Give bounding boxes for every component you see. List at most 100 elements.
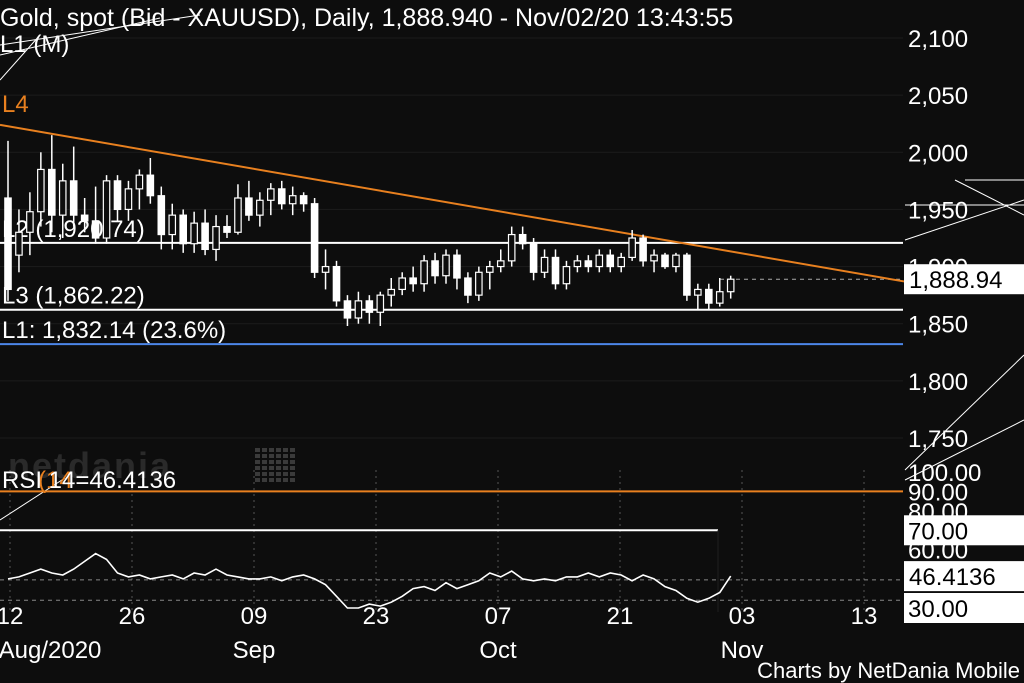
watermark-square [269,448,274,452]
candle-body [146,174,155,197]
trendline-label: L4 [2,91,29,118]
candle-body [606,254,615,268]
watermark-square [283,448,288,452]
rsi-last-box [904,561,1024,592]
candle-body [442,254,450,277]
candle-body [540,256,549,273]
candle-body [475,271,483,296]
last-price-box [904,264,1024,295]
fib-fan-line [0,34,41,81]
rsi-label: RSI 14=46.4136 [2,467,176,494]
candle-body [135,174,144,190]
x-tick-label: 13 [851,603,878,630]
candle-body [124,188,133,211]
level-label-l1: L1: 1,832.14 (23.6%) [2,317,226,344]
y-tick-label: 2,000 [908,140,968,167]
watermark-square [255,466,260,470]
watermark-square [255,472,260,476]
watermark-square [269,454,274,458]
watermark-square [283,478,288,482]
candle-body [420,260,428,285]
candle-body [639,237,647,262]
fib-fan-line [0,17,161,56]
y-tick-label: 1,950 [908,197,968,224]
candle-body [4,197,12,291]
candle-body [387,288,396,296]
candle-body [47,168,56,216]
watermark-square [290,472,295,476]
watermark-square [283,466,288,470]
watermark-square [290,448,295,452]
triangle-line [904,354,1024,471]
watermark-square [262,454,267,458]
y-tick-label: 1,800 [908,369,968,396]
candle-body [267,188,275,201]
watermark-square [290,478,295,482]
y-tick-label: 1,850 [908,312,968,339]
rsi-last-label: 46.4136 [909,564,996,591]
candle-body [310,203,319,273]
credit-text: Charts by NetDania Mobile [757,658,1020,683]
candle-body [365,300,374,313]
x-period-label: Oct [479,637,517,664]
candle-body [277,188,286,205]
candle-body [617,256,626,268]
decorations [0,14,1024,521]
x-tick-label: 26 [119,603,146,630]
candle-body [332,265,341,302]
watermark-square [262,448,267,452]
candle-body [299,195,308,205]
watermark-square [262,472,267,476]
watermark-square [276,460,281,464]
watermark-square [283,454,288,458]
x-tick-label: 21 [607,603,634,630]
watermark-square [255,478,260,482]
x-period-label: Nov [721,637,764,664]
x-tick-label: 12 [0,603,23,630]
candle-body [234,197,242,233]
candle-body [256,199,264,216]
x-period-label: Aug/2020 [0,637,101,664]
x-tick-label: 03 [729,603,756,630]
candle-body [102,180,111,239]
candle-body [529,243,538,273]
y-tick-label: 2,050 [908,83,968,110]
candle-body [551,256,560,285]
price-levels: L2 (1,920.74)L3 (1,862.22)L1: 1,832.14 (… [0,91,905,346]
watermark-square [262,466,267,470]
last-price-label: 1,888.94 [909,267,1002,294]
candle-body [223,225,231,233]
candle-body [179,214,188,245]
fib-fan-line [0,477,66,521]
candle-body [26,211,34,233]
watermark-square [269,466,274,470]
x-tick-label: 07 [485,603,512,630]
watermark-square [255,448,260,452]
rsi-tick-label: 30.00 [908,596,968,623]
candle-body [562,265,571,285]
candle-body [58,180,67,216]
rsi-tick-label: 70.00 [908,518,968,545]
candle-body [321,265,330,273]
rsi-series-line [7,552,732,609]
triangle-line [904,419,1024,481]
rsi-tick-box [904,515,1024,546]
rsi-params-overlay: (14 [38,467,73,494]
candle-body [113,180,122,211]
candle-body [37,168,45,213]
watermark-square [290,466,295,470]
x-period-label: Sep [233,637,276,664]
chart-title: Gold, spot (Bid - XAUUSD), Daily, 1,888.… [0,4,733,32]
candle-body [464,277,472,296]
watermark-square [283,472,288,476]
y-tick-label: 2,100 [908,26,968,53]
candle-body [288,195,297,205]
candle-body [453,254,461,279]
watermark-square [276,466,281,470]
watermark-square [262,478,267,482]
watermark-square [276,448,281,452]
candle-body [80,214,89,222]
candle-body [726,278,735,293]
candle-body [496,260,505,268]
candle-body [573,260,582,268]
